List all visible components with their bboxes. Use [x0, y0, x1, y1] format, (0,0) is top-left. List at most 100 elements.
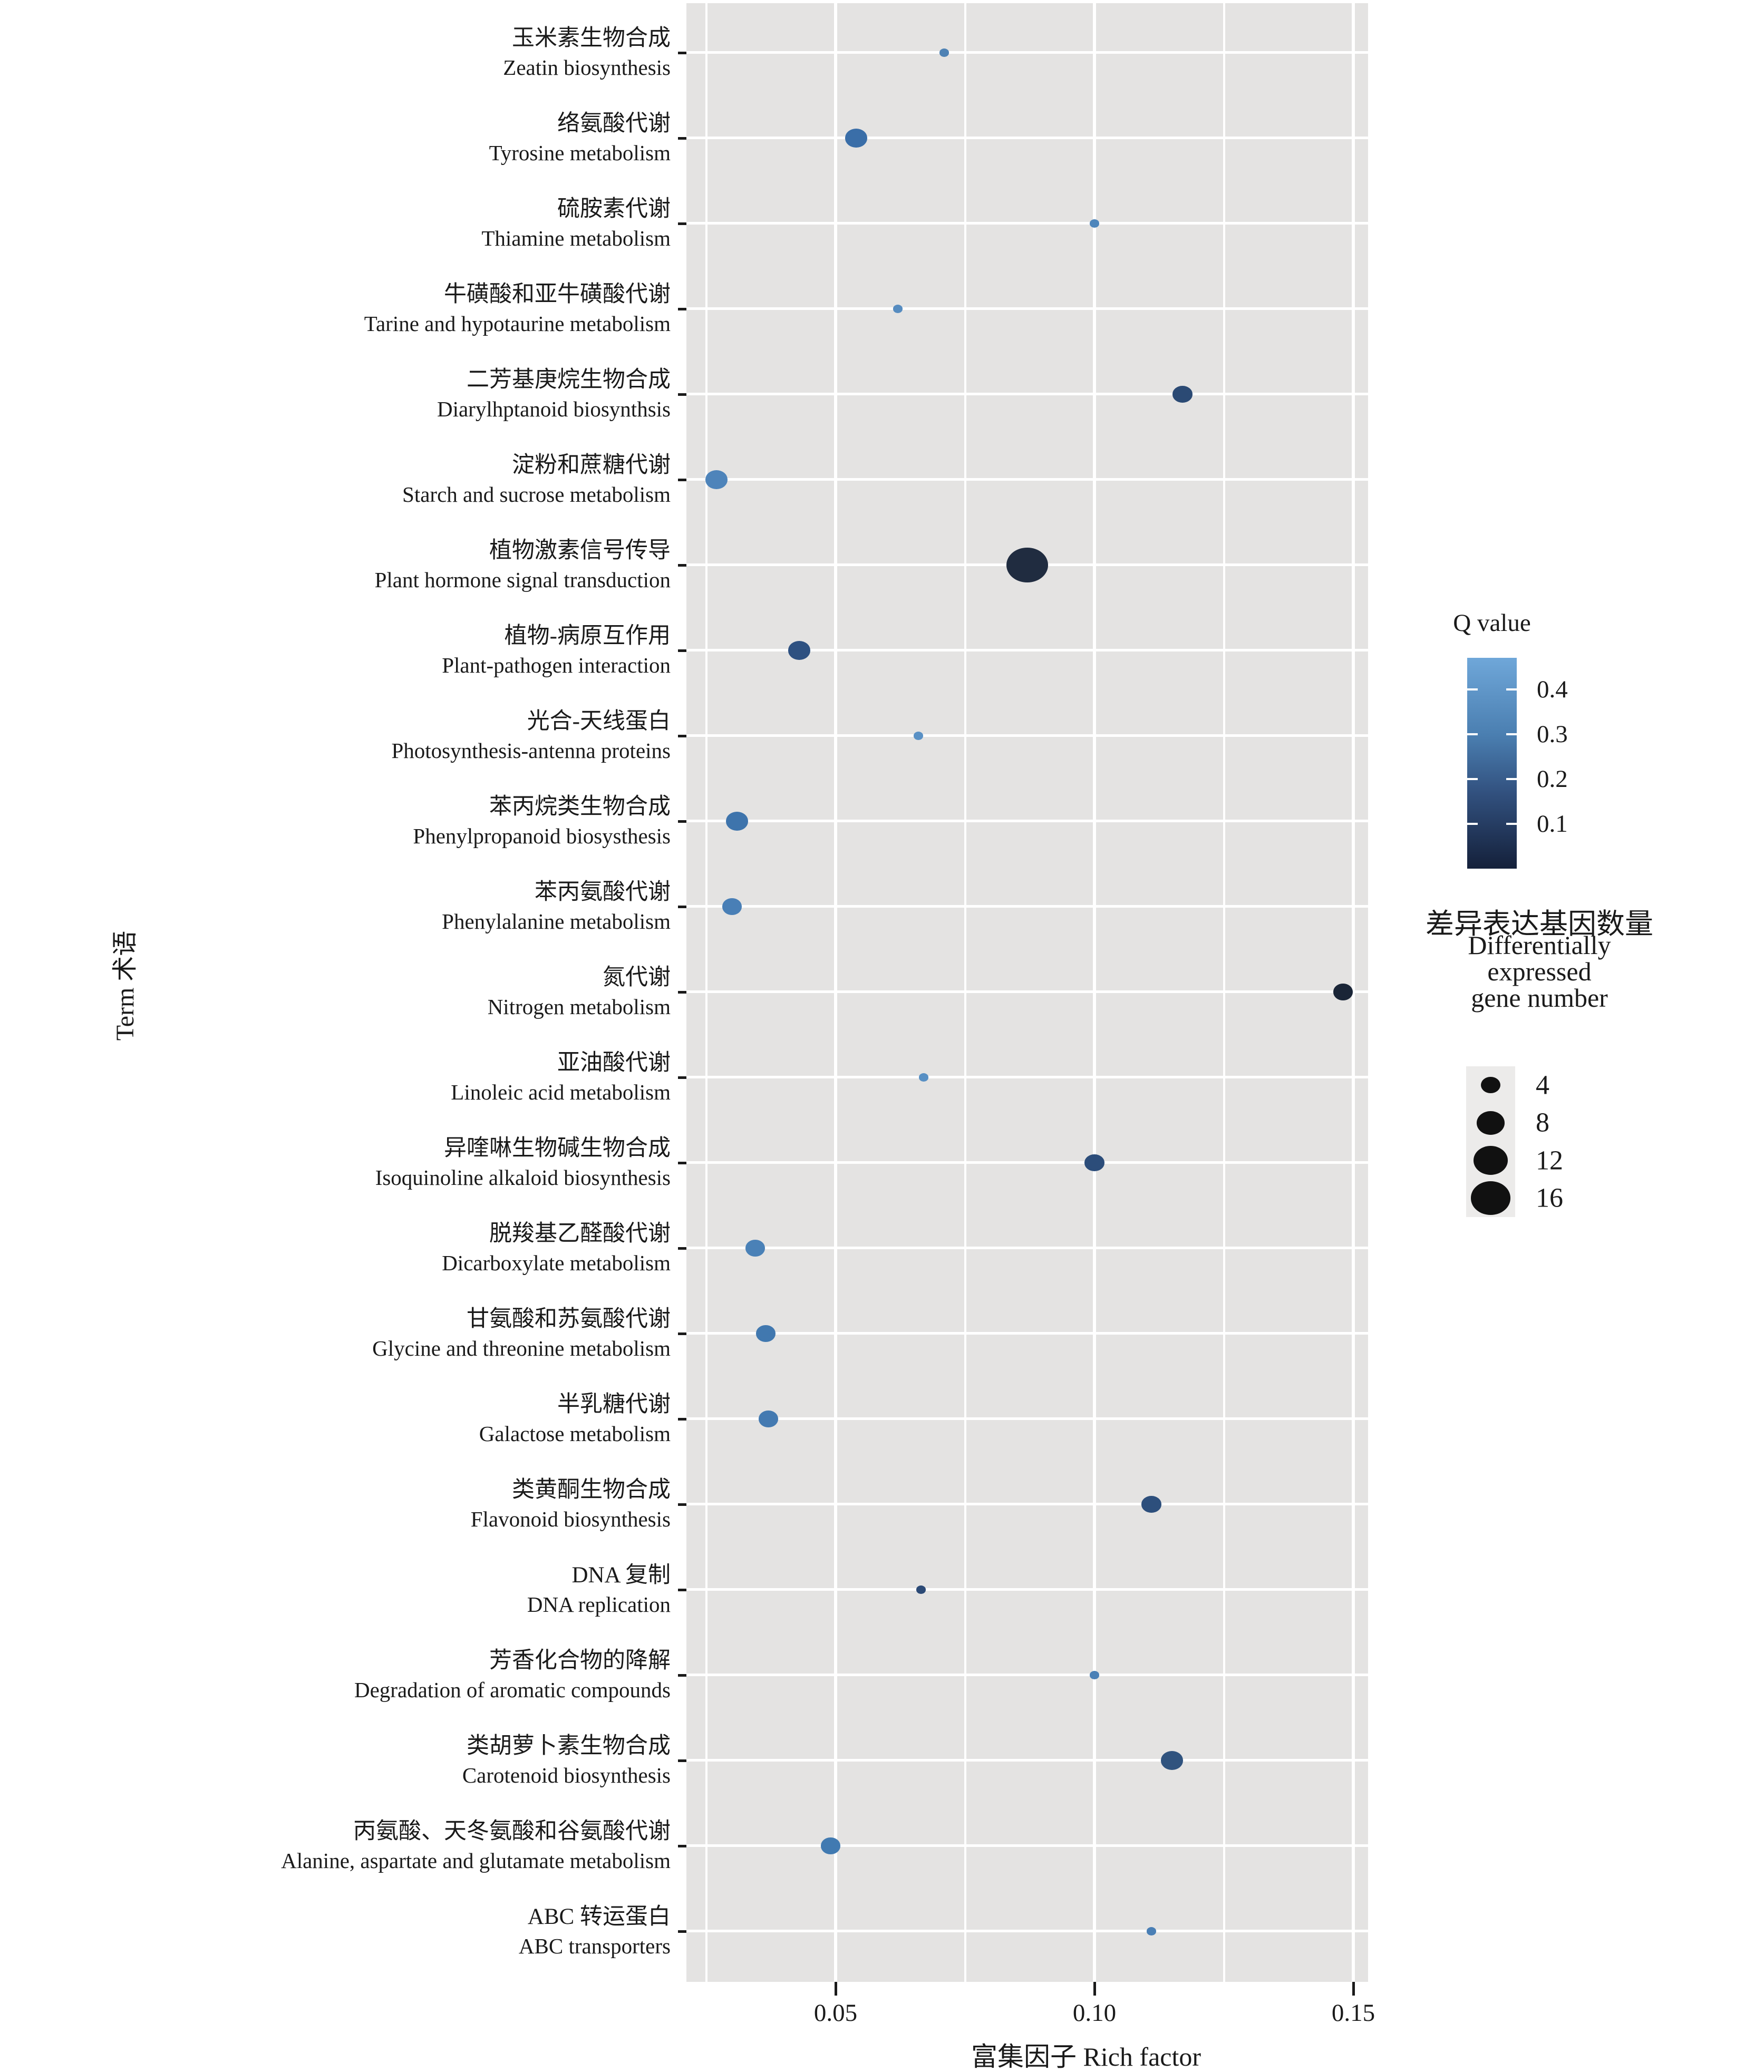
y-label-cn: 淀粉和蔗糖代谢 — [512, 453, 671, 478]
y-gridline — [686, 990, 1368, 993]
bubble-diarylhptanoid-biosynthsis — [1172, 386, 1193, 403]
y-gridline — [686, 1503, 1368, 1505]
y-label-row: 二芳基庚烷生物合成 Diarylhptanoid biosynthsis — [0, 364, 671, 425]
bubble-phenylpropanoid-biosysthesis — [726, 812, 749, 831]
y-label-cn: 氮代谢 — [603, 965, 671, 990]
y-label-cn: 类胡萝卜素生物合成 — [467, 1734, 671, 1758]
size-legend-dot-8 — [1476, 1111, 1505, 1135]
y-label-en: Dicarboxylate metabolism — [442, 1251, 671, 1275]
y-axis-tick — [678, 906, 686, 908]
size-legend-key — [1466, 1066, 1515, 1217]
y-label-cn: 丙氨酸、天冬氨酸和谷氨酸代谢 — [353, 1819, 671, 1844]
y-label-en: Thiamine metabolism — [481, 226, 671, 250]
y-label-cn: 植物-病原互作用 — [504, 624, 671, 648]
y-axis-tick — [678, 1759, 686, 1762]
y-gridline — [686, 1588, 1368, 1591]
y-gridline — [686, 820, 1368, 822]
size-legend-title-cn: 差异表达基因数量 — [1426, 908, 1653, 940]
bubble-abc-transporters — [1147, 1927, 1157, 1935]
y-label-en: Isoquinoline alkaloid biosynthesis — [375, 1165, 671, 1190]
y-label-row: 苯丙烷类生物合成 Phenylpropanoid biosysthesis — [0, 791, 671, 852]
size-legend-title-en-1: Differentially — [1468, 930, 1611, 960]
y-label-row: 玉米素生物合成 Zeatin biosynthesis — [0, 22, 671, 83]
q-legend-tick-label: 0.2 — [1537, 765, 1568, 793]
y-label-cn: DNA 复制 — [571, 1563, 671, 1588]
y-gridline — [686, 905, 1368, 908]
y-label-en: DNA replication — [527, 1592, 671, 1617]
bubble-photosynthesis-antenna-proteins — [914, 732, 924, 740]
y-gridline — [686, 1759, 1368, 1762]
y-axis-tick — [678, 52, 686, 54]
q-value-gradient-bar — [1467, 658, 1517, 869]
y-label-en: Tarine and hypotaurine metabolism — [364, 312, 671, 336]
q-legend-tick-label: 0.4 — [1537, 675, 1568, 703]
y-gridline — [686, 1332, 1368, 1335]
y-label-cn: 半乳糖代谢 — [557, 1392, 671, 1417]
y-gridline — [686, 478, 1368, 481]
y-label-row: ABC 转运蛋白 ABC transporters — [0, 1901, 671, 1962]
bubble-tarine-and-hypotaurine-metabolism — [893, 305, 903, 313]
y-axis-tick — [678, 222, 686, 225]
y-axis-tick — [678, 1418, 686, 1421]
size-legend-dot-4 — [1480, 1077, 1501, 1094]
y-label-cn: 牛磺酸和亚牛磺酸代谢 — [444, 282, 671, 307]
y-label-cn: 异喹啉生物碱生物合成 — [444, 1136, 671, 1161]
y-label-cn: 亚油酸代谢 — [557, 1050, 671, 1075]
bubble-isoquinoline-alkaloid-biosynthesis — [1084, 1154, 1104, 1171]
y-label-cn: 络氨酸代谢 — [557, 111, 671, 136]
y-label-en: ABC transporters — [518, 1934, 671, 1958]
x-axis-tick — [1093, 1982, 1096, 1996]
bubble-linoleic-acid-metabolism — [918, 1073, 928, 1082]
size-legend-label-16: 16 — [1536, 1183, 1563, 1213]
y-label-row: 芳香化合物的降解 Degradation of aromatic compound… — [0, 1645, 671, 1706]
y-label-en: Flavonoid biosynthesis — [470, 1507, 671, 1531]
y-label-row: 植物激素信号传导 Plant hormone signal transductio… — [0, 534, 671, 596]
y-label-cn: 植物激素信号传导 — [489, 538, 671, 563]
y-label-en: Phenylpropanoid biosysthesis — [413, 824, 671, 848]
y-label-en: Galactose metabolism — [479, 1422, 671, 1446]
bubble-phenylalanine-metabolism — [722, 898, 742, 915]
q-bar-tick — [1467, 688, 1478, 690]
y-label-en: Alanine, aspartate and glutamate metabol… — [281, 1849, 671, 1873]
y-label-en: Degradation of aromatic compounds — [354, 1678, 671, 1702]
plot-panel — [686, 3, 1368, 1982]
q-bar-tick — [1506, 688, 1517, 690]
size-legend-label-8: 8 — [1536, 1107, 1549, 1138]
y-label-en: Nitrogen metabolism — [487, 995, 671, 1019]
y-axis-tick — [678, 1589, 686, 1591]
size-legend-title-en-3: gene number — [1471, 983, 1608, 1013]
y-label-en: Photosynthesis-antenna proteins — [391, 738, 671, 763]
y-label-cn: 二芳基庚烷生物合成 — [467, 367, 671, 392]
q-bar-tick — [1467, 733, 1478, 735]
size-legend-title-en-2: expressed — [1487, 957, 1592, 986]
y-label-cn: 甘氨酸和苏氨酸代谢 — [467, 1307, 671, 1331]
y-label-en: Zeatin biosynthesis — [503, 55, 671, 80]
y-label-en: Linoleic acid metabolism — [451, 1080, 671, 1104]
y-label-row: 植物-病原互作用 Plant-pathogen interaction — [0, 620, 671, 681]
y-label-row: DNA 复制 DNA replication — [0, 1559, 671, 1620]
y-label-row: 苯丙氨酸代谢 Phenylalanine metabolism — [0, 876, 671, 937]
y-gridline — [686, 307, 1368, 310]
bubble-plant-pathogen-interaction — [788, 641, 811, 660]
y-label-en: Tyrosine metabolism — [489, 141, 671, 165]
y-label-row: 丙氨酸、天冬氨酸和谷氨酸代谢 Alanine, aspartate and glu… — [0, 1815, 671, 1876]
y-label-row: 氮代谢 Nitrogen metabolism — [0, 961, 671, 1023]
y-axis-tick — [678, 1332, 686, 1335]
bubble-galactose-metabolism — [758, 1410, 778, 1427]
q-bar-tick — [1506, 777, 1517, 780]
y-axis-tick — [678, 1930, 686, 1933]
bubble-dicarboxylate-metabolism — [745, 1240, 765, 1257]
y-axis-tick — [678, 1845, 686, 1847]
y-axis-tick — [678, 1674, 686, 1677]
y-label-row: 半乳糖代谢 Galactose metabolism — [0, 1388, 671, 1450]
q-bar-tick — [1467, 822, 1478, 825]
y-gridline — [686, 1930, 1368, 1932]
y-gridline — [686, 1417, 1368, 1420]
q-bar-tick — [1467, 777, 1478, 780]
y-label-row: 硫胺素代谢 Thiamine metabolism — [0, 193, 671, 254]
y-axis-tick — [678, 820, 686, 823]
q-value-legend-title: Q value — [1453, 609, 1531, 637]
y-axis-tick — [678, 1162, 686, 1164]
y-gridline — [686, 1076, 1368, 1078]
y-label-row: 脱羧基乙醛酸代谢 Dicarboxylate metabolism — [0, 1218, 671, 1279]
